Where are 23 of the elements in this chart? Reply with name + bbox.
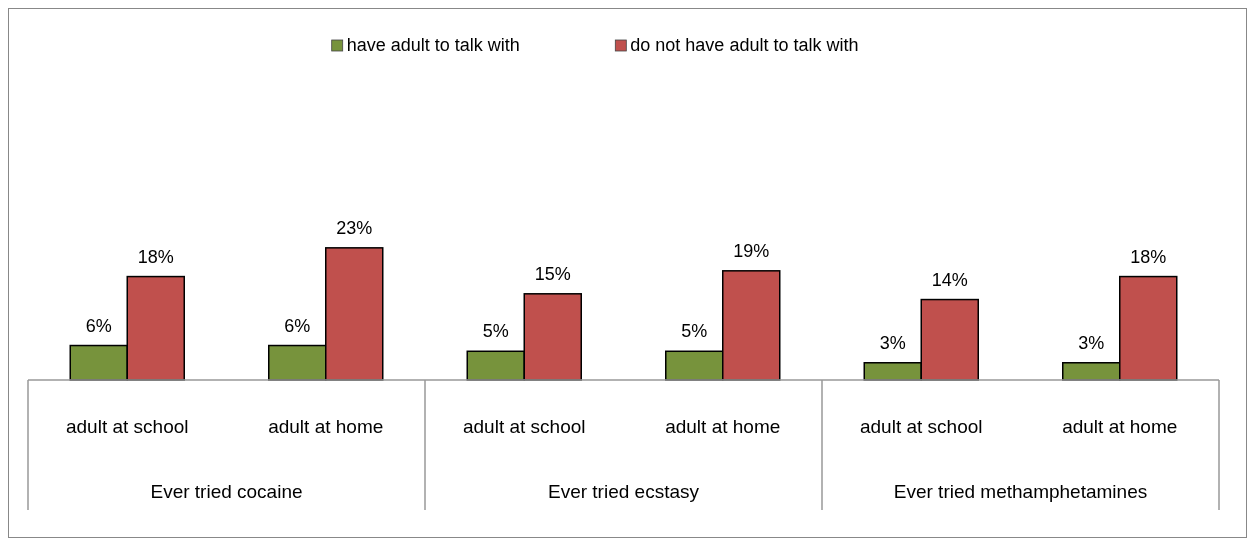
x-tick-label: adult at home [268,416,384,437]
text: Ever tried methamphetamines [893,481,1148,502]
data-label: 19% [733,240,770,261]
data-label: 18% [137,246,174,267]
text: Ever tried cocaine [150,481,303,502]
legend-label: do not have adult to talk with [630,35,859,55]
x-tick-label: adult at school [859,416,983,437]
data-label: 6% [85,315,112,336]
x-tick-label: adult at school [65,416,189,437]
x-tick-label: adult at home [1062,416,1178,437]
data-label: 3% [879,332,906,353]
x-tick-label: adult at home [665,416,781,437]
data-label: 6% [284,315,311,336]
data-label: 15% [534,263,571,284]
legend-label: have adult to talk with [346,35,520,55]
data-label: 3% [1078,332,1105,353]
text: Ever tried ecstasy [548,481,700,502]
data-label: 18% [1130,246,1167,267]
data-label: 23% [336,217,373,238]
x-tick-label: adult at school [462,416,586,437]
data-label: 5% [482,321,509,342]
data-label: 5% [681,321,708,342]
data-label: 14% [931,269,968,290]
